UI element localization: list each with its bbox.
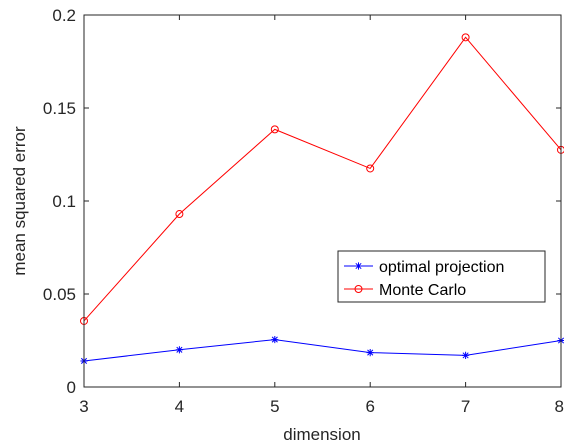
legend-marker-1	[354, 285, 363, 293]
y-axis-label: mean squared error	[10, 126, 29, 276]
legend-label-0: optimal projection	[379, 259, 504, 276]
legend: optimal projection Monte Carlo	[337, 250, 546, 303]
x-tick-label-1: 4	[175, 397, 184, 416]
x-tick-label-2: 5	[270, 397, 279, 416]
data-point-0-3-shape	[366, 348, 374, 357]
x-tick-label-3: 6	[365, 397, 374, 416]
legend-marker-0	[354, 262, 363, 270]
x-tick-label-4: 7	[461, 397, 470, 416]
y-tick-label-1: 0.05	[43, 285, 76, 304]
data-point-0-4	[462, 351, 470, 359]
y-tick-label-3: 0.15	[43, 99, 76, 118]
data-point-0-2-shape	[271, 335, 279, 344]
x-axis-label: dimension	[283, 425, 361, 444]
ticks-layer: 3 4 5 6 7 8 0 0.05 0.1 0.15 0.2	[43, 6, 564, 416]
legend-label-1: Monte Carlo	[379, 282, 466, 299]
y-tick-label-0: 0	[67, 378, 76, 397]
data-point-0-1	[175, 346, 183, 354]
series-line-1	[83, 36, 562, 322]
data-point-0-3	[366, 348, 374, 357]
x-tick-label-0: 3	[79, 397, 88, 416]
series-line-0	[83, 339, 562, 362]
x-tick-label-5: 8	[555, 397, 564, 416]
data-point-1-1	[175, 210, 184, 219]
data-point-1-3	[366, 164, 375, 173]
y-tick-label-2: 0.1	[52, 192, 76, 211]
plot-area	[84, 15, 561, 387]
data-point-0-1-shape	[175, 346, 183, 354]
legend-box	[337, 250, 546, 303]
data-point-0-4-shape	[462, 351, 470, 359]
legend-items: optimal projection Monte Carlo	[344, 259, 504, 299]
legend-marker-0-shape	[354, 262, 363, 270]
y-tick-label-4: 0.2	[52, 6, 76, 25]
data-point-1-2	[270, 125, 279, 134]
data-point-0-2	[271, 335, 279, 344]
data-point-1-4	[461, 33, 470, 42]
